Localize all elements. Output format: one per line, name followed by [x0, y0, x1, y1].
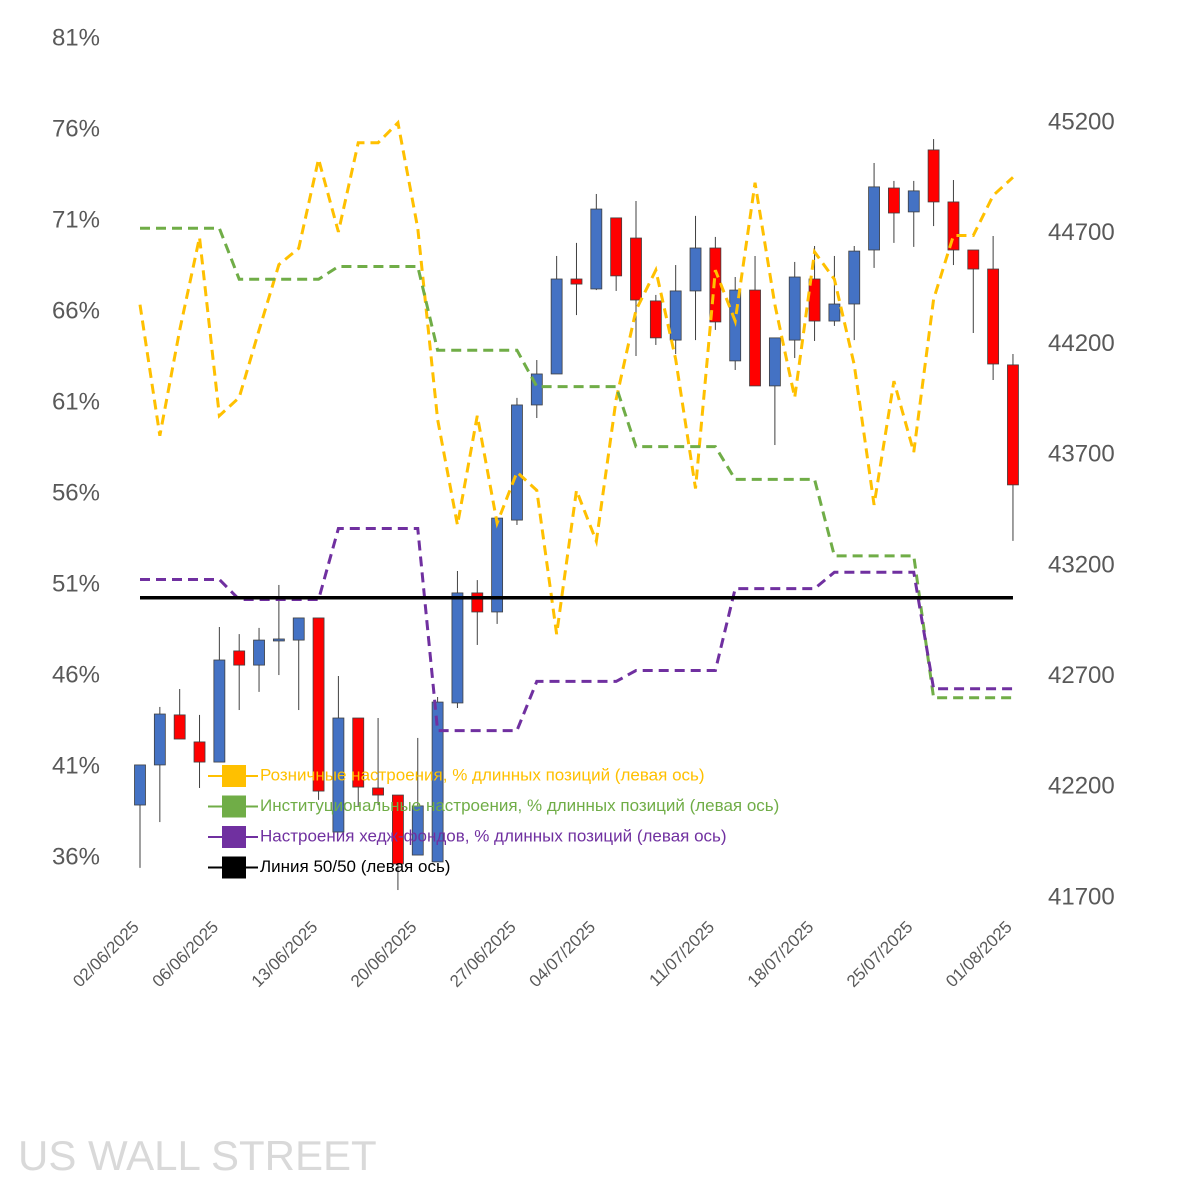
candle-body — [233, 650, 246, 666]
legend-label: Розничные настроения, % длинных позиций … — [260, 765, 705, 784]
candle-body — [431, 701, 444, 863]
candle-body — [788, 276, 801, 341]
candle-body — [888, 187, 900, 214]
candle-body — [907, 190, 920, 213]
candle-body — [689, 247, 702, 292]
candle-body — [193, 741, 206, 763]
candle-body — [312, 617, 325, 792]
x-tick-label: 11/07/2025 — [645, 917, 718, 990]
series-line — [140, 226, 1013, 700]
y-tick-label: 81% — [52, 24, 100, 51]
y2-tick-label: 44700 — [1048, 219, 1115, 246]
y2-tick-label: 42700 — [1048, 662, 1115, 689]
candle-body — [392, 794, 404, 865]
x-tick-label: 20/06/2025 — [347, 917, 421, 991]
y-tick-label: 41% — [52, 752, 100, 779]
y-tick-label: 36% — [52, 843, 100, 870]
x-tick-label: 18/07/2025 — [744, 917, 818, 991]
candle-body — [768, 337, 781, 387]
candle-body — [630, 237, 642, 301]
candle-body — [610, 217, 623, 277]
candle-body — [649, 300, 662, 339]
legend-label: Институциональные настроения, % длинных … — [260, 796, 779, 815]
x-tick-label: 25/07/2025 — [843, 917, 917, 991]
candle-body — [967, 249, 980, 270]
legend-label: Линия 50/50 (левая ось) — [260, 857, 450, 876]
candle-body — [947, 201, 960, 251]
y2-tick-label: 42200 — [1048, 773, 1115, 800]
candle-body — [749, 289, 761, 387]
x-tick-label: 06/06/2025 — [149, 917, 223, 991]
candle-body — [848, 250, 861, 305]
legend-swatch — [222, 856, 246, 879]
y-tick-label: 66% — [52, 297, 100, 324]
x-tick-label: 02/06/2025 — [69, 917, 143, 991]
x-tick-label: 27/06/2025 — [446, 917, 520, 991]
candle-body — [332, 717, 345, 833]
candle-body — [451, 592, 464, 704]
candle-body — [153, 713, 166, 766]
candle-body — [590, 208, 603, 290]
y-tick-label: 51% — [52, 570, 100, 597]
candle-body — [272, 638, 285, 642]
candle-body — [729, 289, 742, 362]
candle-body — [372, 787, 384, 796]
candle-body — [828, 303, 841, 322]
candle-body — [530, 373, 543, 406]
candle-body — [173, 714, 186, 740]
candle-body — [868, 186, 880, 251]
candle-body — [134, 764, 146, 806]
candle-body — [471, 592, 484, 613]
y-tick-label: 76% — [52, 115, 100, 142]
candle-body — [511, 404, 523, 521]
legend-swatch — [222, 795, 246, 818]
candle-body — [669, 290, 682, 341]
x-tick-label: 04/07/2025 — [526, 917, 600, 991]
y2-tick-label: 43200 — [1048, 551, 1115, 578]
x-tick-label: 13/06/2025 — [248, 917, 322, 991]
y-tick-label: 56% — [52, 479, 100, 506]
legend-swatch — [222, 826, 246, 848]
y2-tick-label: 41700 — [1048, 883, 1115, 910]
y-tick-label: 71% — [52, 206, 100, 233]
y2-tick-label: 44200 — [1048, 330, 1115, 357]
series-line — [140, 527, 1013, 733]
candle-body — [411, 805, 424, 856]
legend-swatch — [222, 765, 246, 787]
y-tick-label: 46% — [52, 661, 100, 688]
watermark: US WALL STREET — [18, 1132, 377, 1179]
candle-body — [550, 278, 563, 375]
candle-body — [352, 717, 365, 788]
y-tick-label: 61% — [52, 388, 100, 415]
y2-tick-label: 45200 — [1048, 108, 1115, 135]
x-tick-label: 01/08/2025 — [942, 917, 1016, 991]
candle-body — [253, 639, 265, 666]
candle-body — [213, 659, 226, 763]
candle-body — [570, 278, 583, 285]
candle-body — [987, 268, 1000, 365]
series-line — [138, 119, 1014, 635]
candle-body — [292, 617, 305, 641]
candle-body — [1007, 364, 1019, 486]
candle-body — [927, 149, 940, 203]
legend-label: Настроения хедж-фондов, % длинных позици… — [260, 826, 727, 845]
y2-tick-label: 43700 — [1048, 441, 1115, 468]
